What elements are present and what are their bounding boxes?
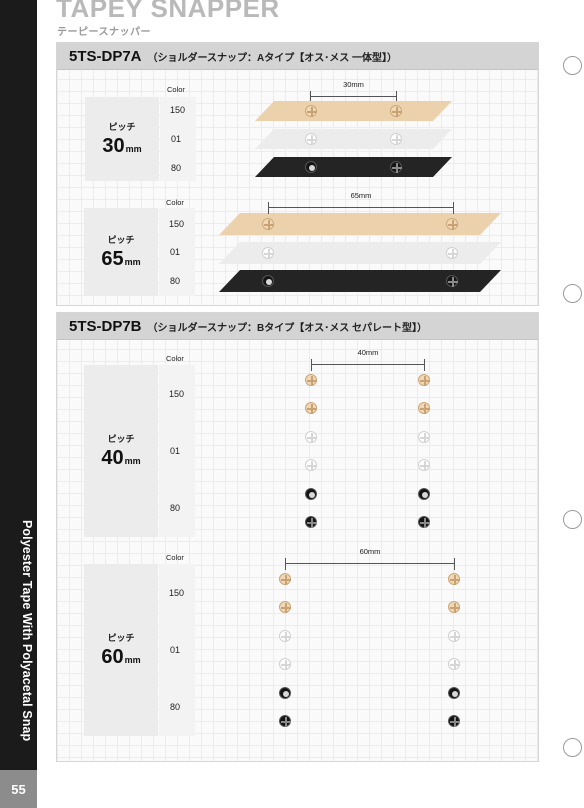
color-header: Color — [166, 198, 184, 207]
snap-female-icon — [446, 218, 458, 230]
dimension-label: 30mm — [343, 80, 364, 89]
snap-female-icon — [418, 431, 430, 443]
color-code: 150 — [169, 588, 185, 598]
pitch-value: 60mm — [101, 646, 141, 668]
pitch-box: ピッチ 60mm — [84, 564, 158, 736]
color-code: 01 — [170, 446, 181, 456]
dimension-label: 40mm — [357, 348, 379, 357]
color-column — [159, 564, 195, 736]
snap-female-icon — [305, 459, 317, 471]
snap-female-icon — [390, 161, 402, 173]
color-column — [159, 208, 195, 296]
snap-female-icon — [390, 133, 402, 145]
product-description: （ショルダースナップ：Aタイプ【オス･メス 一体型】） — [147, 52, 398, 64]
pitch-value: 65mm — [101, 248, 141, 270]
dimension-line: 30mm — [310, 80, 397, 103]
tape-150 — [255, 101, 452, 121]
color-column — [159, 365, 195, 537]
pitch-label: ピッチ — [107, 434, 135, 444]
snap-female-icon — [305, 402, 317, 414]
pitch-value: 40mm — [101, 447, 141, 469]
pitch-label: ピッチ — [108, 122, 136, 132]
snap-female-icon — [418, 516, 430, 528]
snap-female-icon — [279, 573, 291, 585]
pitch-value: 30mm — [102, 135, 142, 157]
snap-female-icon — [279, 658, 291, 670]
pitch-box: ピッチ 30mm — [85, 97, 159, 181]
product-description: （ショルダースナップ：Bタイプ【オス･メス セパレート型】） — [147, 322, 428, 334]
brand-subtitle: テーピースナッパー — [57, 27, 151, 38]
color-header: Color — [167, 85, 185, 94]
dimension-line: 65mm — [268, 191, 454, 214]
section-header: 5TS-DP7B （ショルダースナップ：Bタイプ【オス･メス セパレート型】） — [57, 313, 538, 340]
dimension-label: 60mm — [359, 547, 381, 556]
tape-150 — [219, 213, 501, 235]
color-code: 80 — [171, 163, 182, 173]
snap-female-icon — [448, 573, 460, 585]
snap-female-icon — [305, 105, 317, 117]
snap-female-icon — [418, 459, 430, 471]
color-column — [160, 97, 196, 181]
color-code: 01 — [171, 134, 182, 144]
snap-female-icon — [448, 715, 460, 727]
product-code: 5TS-DP7B — [69, 317, 142, 335]
snap-female-icon — [305, 133, 317, 145]
color-code: 80 — [170, 702, 181, 712]
snap-female-icon — [390, 105, 402, 117]
snap-female-icon — [448, 658, 460, 670]
snap-female-icon — [305, 374, 317, 386]
snap-male-icon — [305, 488, 317, 500]
dimension-line: 60mm — [285, 547, 455, 570]
snap-male-icon — [279, 687, 291, 699]
snap-female-icon — [262, 247, 274, 259]
color-code: 80 — [170, 503, 181, 513]
tape-01 — [255, 129, 452, 149]
snap-female-icon — [448, 601, 460, 613]
snap-female-icon — [305, 431, 317, 443]
side-title: Polyester Tape With Polyacetal Snap — [20, 520, 34, 742]
dimension-label: 65mm — [350, 191, 372, 200]
color-code: 150 — [170, 105, 186, 115]
color-code: 01 — [170, 247, 181, 257]
pitch-label: ピッチ — [107, 235, 135, 245]
snap-female-icon — [262, 218, 274, 230]
section-header: 5TS-DP7A （ショルダースナップ：Aタイプ【オス･メス 一体型】） — [57, 43, 538, 70]
snap-male-icon — [418, 488, 430, 500]
snap-female-icon — [279, 630, 291, 642]
snap-male-icon — [262, 275, 274, 287]
side-band: Polyester Tape With Polyacetal Snap — [0, 0, 37, 808]
snap-female-icon — [446, 275, 458, 287]
pitch-box: ピッチ 65mm — [84, 208, 158, 296]
color-code: 80 — [170, 276, 181, 286]
snap-female-icon — [305, 516, 317, 528]
binder-hole-icon — [563, 510, 582, 529]
dimension-line: 40mm — [311, 348, 425, 371]
tape-01 — [219, 242, 501, 264]
color-header: Color — [166, 553, 184, 562]
tape-80 — [255, 157, 452, 177]
snap-female-icon — [446, 247, 458, 259]
color-code: 150 — [169, 389, 185, 399]
snap-female-icon — [279, 715, 291, 727]
pitch-label: ピッチ — [107, 633, 135, 643]
pitch-box: ピッチ 40mm — [84, 365, 158, 537]
snap-male-icon — [448, 687, 460, 699]
snap-female-icon — [418, 374, 430, 386]
snap-female-icon — [279, 601, 291, 613]
binder-hole-icon — [563, 738, 582, 757]
snap-male-icon — [305, 161, 317, 173]
color-code: 150 — [169, 219, 185, 229]
brand-title: TAPEY SNAPPER — [56, 0, 280, 23]
tape-80 — [219, 270, 501, 292]
snap-female-icon — [418, 402, 430, 414]
binder-hole-icon — [563, 56, 582, 75]
binder-hole-icon — [563, 284, 582, 303]
page-number: 55 — [0, 770, 37, 808]
color-code: 01 — [170, 645, 181, 655]
snap-female-icon — [448, 630, 460, 642]
color-header: Color — [166, 354, 184, 363]
product-code: 5TS-DP7A — [69, 47, 142, 65]
